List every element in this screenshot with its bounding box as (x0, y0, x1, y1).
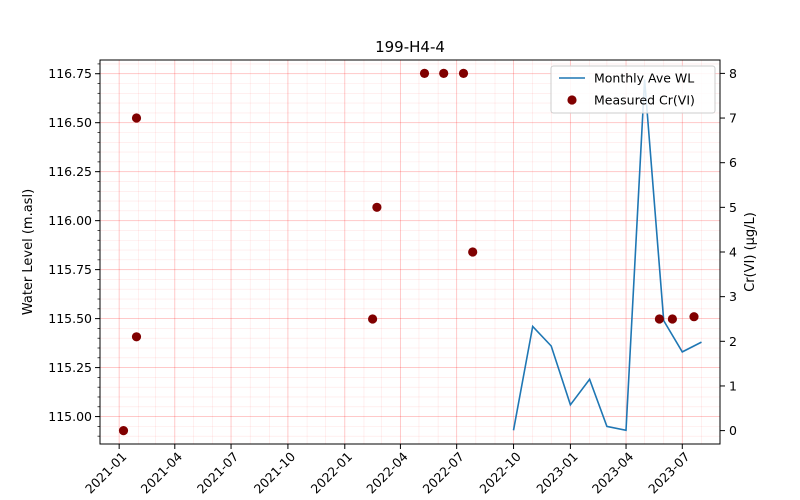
scatter-point-cr-vi (458, 68, 469, 78)
y-axis-right: 0 1 2 3 4 5 6 7 8 (720, 66, 737, 438)
y-right-tick-label: 5 (729, 200, 737, 215)
y-left-tick-label: 115.25 (48, 360, 92, 375)
scatter-point-cr-vi (654, 314, 665, 324)
legend-label: Monthly Ave WL (594, 71, 694, 86)
legend: Monthly Ave WL Measured Cr(VI) (550, 65, 716, 114)
y-right-tick-label: 4 (729, 245, 737, 260)
y-right-tick-label: 2 (729, 334, 737, 349)
y-left-tick-label: 116.00 (48, 213, 92, 228)
y-right-tick-label: 8 (729, 66, 737, 81)
y-left-tick-label: 115.00 (48, 409, 92, 424)
y-right-tick-label: 0 (729, 423, 737, 438)
scatter-point-cr-vi (689, 312, 699, 322)
y-left-tick-label: 115.50 (48, 311, 92, 326)
legend-swatch-marker (567, 95, 577, 105)
scatter-point-cr-vi (131, 332, 142, 342)
y-axis-right-label: Cr(VI) (µg/L) (743, 212, 758, 292)
y-right-tick-label: 3 (729, 289, 737, 304)
scatter-point-cr-vi (118, 426, 129, 436)
y-left-tick-label: 116.25 (48, 164, 92, 179)
y-left-tick-label: 116.50 (48, 115, 92, 130)
y-right-tick-label: 6 (729, 155, 737, 170)
scatter-point-cr-vi (419, 68, 430, 78)
series-line-monthly-ave-wl (512, 79, 702, 432)
scatter-point-cr-vi (439, 68, 449, 78)
y-axis-left: 115.00 115.25 115.50 115.75 116.00 116.25 116.… (48, 63, 100, 437)
legend-box (550, 65, 716, 114)
scatter-point-cr-vi (468, 247, 478, 257)
legend-label: Measured Cr(VI) (594, 93, 695, 108)
scatter-point-cr-vi (368, 314, 378, 324)
grid (100, 60, 720, 444)
y-right-tick-label: 7 (729, 111, 737, 126)
scatter-point-cr-vi (372, 202, 382, 212)
scatter-point-cr-vi (131, 113, 142, 123)
y-left-tick-label: 116.75 (48, 66, 92, 81)
y-axis-left-label: Water Level (m.asl) (21, 189, 36, 315)
y-left-tick-label: 115.75 (48, 262, 92, 277)
chart-title: 199-H4-4 (375, 38, 445, 56)
scatter-point-cr-vi (667, 314, 678, 324)
y-right-tick-label: 1 (729, 378, 737, 393)
plot-area (118, 68, 702, 436)
